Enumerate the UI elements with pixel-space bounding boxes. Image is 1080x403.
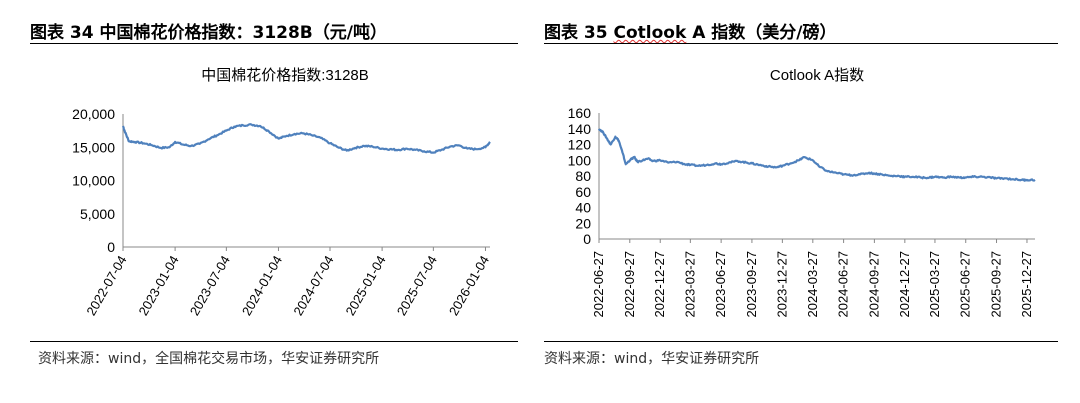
y-tick-label: 0 (583, 231, 591, 247)
x-tick-label: 2024-01-04 (239, 253, 285, 318)
figure-title-35: 图表 35 Cotlook A 指数（美分/磅） (544, 18, 836, 43)
x-tick-label: 2023-03-27 (682, 251, 697, 318)
source-note: 资料来源：wind，华安证券研究所 (544, 351, 760, 367)
y-tick-label: 140 (568, 121, 592, 137)
x-tick-label: 2022-06-27 (591, 251, 606, 318)
series-line-0 (121, 123, 491, 154)
y-tick-label: 20 (575, 215, 591, 231)
x-tick-label: 2024-06-27 (836, 251, 851, 318)
title-rule (30, 43, 518, 44)
x-tick-label: 2026-01-04 (446, 253, 492, 318)
chart-title: Cotlook A指数 (770, 67, 864, 84)
x-tick-label: 2023-07-04 (187, 253, 233, 318)
source-note: 资料来源：wind，全国棉花交易市场，华安证券研究所 (38, 351, 380, 367)
title-rule (544, 43, 1058, 44)
x-tick-label: 2025-06-27 (958, 251, 973, 318)
x-tick-label: 2022-12-27 (652, 251, 667, 318)
series-line-0 (597, 128, 1036, 182)
x-tick-label: 2025-07-04 (394, 253, 440, 318)
y-tick-label: 160 (568, 105, 592, 121)
source-rule (544, 341, 1058, 342)
x-tick-label: 2022-07-04 (83, 253, 129, 318)
y-tick-label: 15,000 (72, 139, 115, 155)
chart-cotton-price-index: 中国棉花价格指数:3128B 0 5,000 10,000 15,000 20,000 20… (72, 67, 492, 318)
source-rule (30, 341, 518, 342)
x-tick-label: 2023-09-27 (744, 251, 759, 318)
x-tick-label: 2024-09-27 (866, 251, 881, 318)
y-tick-label: 60 (575, 184, 591, 200)
chart-title: 中国棉花价格指数:3128B (201, 67, 369, 84)
x-tick-label: 2023-12-27 (774, 251, 789, 318)
y-tick-label: 0 (107, 239, 115, 255)
y-tick-label: 40 (575, 200, 591, 216)
panel-cotton-index: 图表 34 中国棉花价格指数：3128B（元/吨） 中国棉花价格指数:3128B… (0, 0, 520, 403)
panel-cotlook-index: 图表 35 Cotlook A 指数（美分/磅） Cotlook A指数 0 20 4… (540, 0, 1080, 403)
y-tick-label: 5,000 (80, 206, 115, 222)
x-tick-label: 2024-07-04 (290, 253, 336, 318)
y-tick-label: 100 (568, 152, 592, 168)
figure-title-34: 图表 34 中国棉花价格指数：3128B（元/吨） (30, 23, 387, 43)
x-tick-label: 2025-03-27 (927, 251, 942, 318)
x-tick-label: 2025-09-27 (989, 251, 1004, 318)
y-tick-label: 80 (575, 168, 591, 184)
y-tick-label: 20,000 (72, 106, 115, 122)
y-tick-label: 120 (568, 137, 592, 153)
x-tick-label: 2025-01-04 (342, 253, 388, 318)
figure-title-prefix: 图表 35 (544, 23, 614, 43)
x-tick-label: 2024-12-27 (897, 251, 912, 318)
x-tick-label: 2022-09-27 (622, 251, 637, 318)
x-tick-label: 2023-06-27 (713, 251, 728, 318)
x-tick-label: 2023-01-04 (135, 253, 181, 318)
x-tick-label: 2024-03-27 (805, 251, 820, 318)
figure-title-suffix: A 指数（美分/磅） (686, 23, 837, 43)
figure-title-word: Cotlook (613, 23, 687, 43)
y-tick-label: 10,000 (72, 173, 115, 189)
x-tick-label: 2025-12-27 (1019, 251, 1034, 318)
